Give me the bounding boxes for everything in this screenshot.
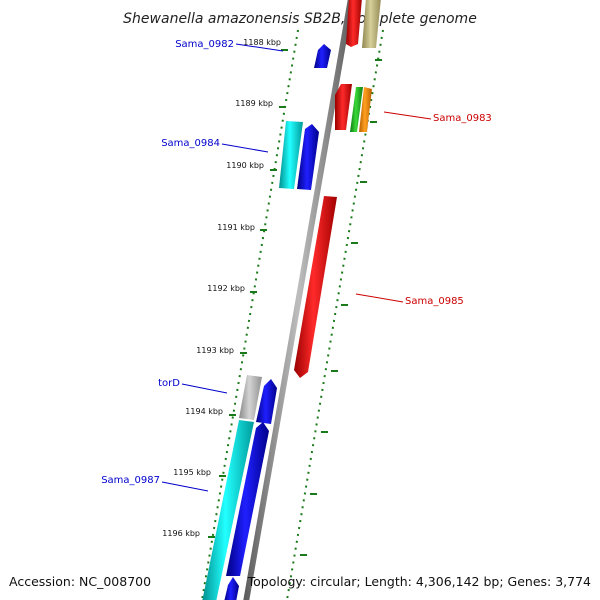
gene-label-tord[interactable]: torD (158, 378, 180, 389)
accession-text: Accession: NC_008700 (9, 574, 151, 589)
tick-label-1192: 1192 kbp (207, 284, 245, 293)
major-ticks (208, 49, 382, 556)
tick-label-1191: 1191 kbp (217, 223, 255, 232)
gene-bottom-blue (224, 577, 239, 600)
leader-tord (181, 383, 228, 394)
leader-sama-0982 (235, 43, 284, 52)
gene-label-sama-0985[interactable]: Sama_0985 (405, 296, 464, 307)
gene-sama-0984-blue (297, 124, 319, 190)
gene-label-sama-0987[interactable]: Sama_0987 (101, 475, 160, 486)
gene-sama-0987-blue (226, 422, 269, 576)
gene-reverse-top-khaki (362, 0, 381, 48)
gene-sama-0983-orange (359, 87, 372, 132)
leader-sama-0987 (161, 481, 209, 492)
leader-sama-0983 (383, 111, 432, 120)
gene-sama-0985 (294, 196, 337, 378)
genome-backbone (243, 0, 354, 600)
leader-sama-0984 (221, 143, 269, 153)
gene-sama-0983-green (350, 87, 363, 132)
tick-label-1196: 1196 kbp (162, 529, 200, 538)
map-title: Shewanella amazonensis SB2B, complete ge… (123, 11, 477, 27)
gene-label-sama-0984[interactable]: Sama_0984 (161, 138, 220, 149)
gene-sama-0984-cyan (279, 121, 303, 189)
tick-label-1195: 1195 kbp (173, 468, 211, 477)
genome-summary-text: Topology: circular; Length: 4,306,142 bp… (247, 574, 591, 589)
leader-sama-0985 (355, 293, 404, 303)
gene-label-sama-0982[interactable]: Sama_0982 (175, 39, 234, 50)
gene-reverse-top-red (346, 0, 362, 47)
gene-sama-0983-red (335, 84, 352, 130)
gene-tord-gray (239, 375, 262, 420)
tick-label-1188: 1188 kbp (243, 38, 281, 47)
tick-label-1190: 1190 kbp (226, 161, 264, 170)
tick-label-1193: 1193 kbp (196, 346, 234, 355)
tick-label-1189: 1189 kbp (235, 99, 273, 108)
gene-sama-0982 (314, 44, 331, 68)
gene-label-sama-0983[interactable]: Sama_0983 (433, 113, 492, 124)
gene-tord-blue (256, 379, 277, 424)
tick-label-1194: 1194 kbp (185, 407, 223, 416)
gene-sama-0987-cyan (202, 420, 254, 600)
